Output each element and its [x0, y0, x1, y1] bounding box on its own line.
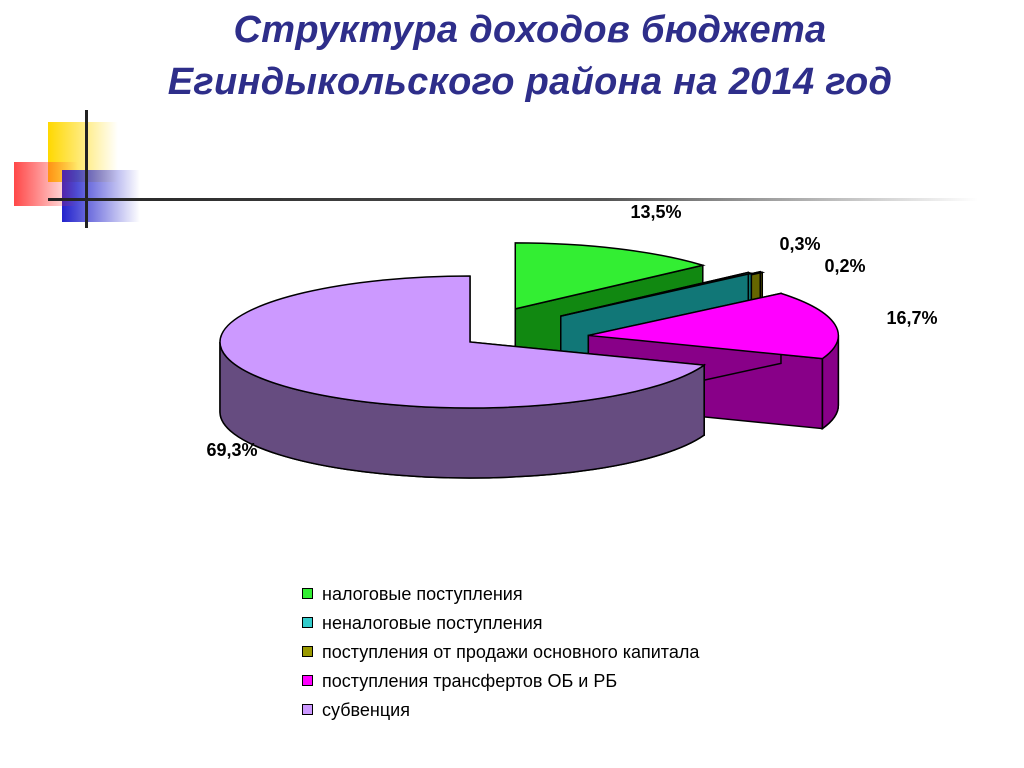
- legend-label-transfers: поступления трансфертов ОБ и РБ: [322, 671, 618, 691]
- legend-swatch-tax: [302, 588, 313, 599]
- slice-label-nontax: 0,3%: [779, 234, 820, 254]
- deco-vertical-line: [85, 110, 88, 228]
- deco-horizontal-line: [48, 198, 978, 201]
- legend-label-capital-sales: поступления от продажи основного капитал…: [322, 642, 700, 662]
- title-line-2: Егиндыкольского района на 2014 год: [167, 61, 893, 103]
- legend-swatch-transfers: [302, 675, 313, 686]
- legend-label-nontax: неналоговые поступления: [322, 613, 543, 633]
- legend-label-tax: налоговые поступления: [322, 584, 523, 604]
- slide-title: Структура доходов бюджета Егиндыкольског…: [60, 4, 1000, 108]
- pie-slice-subvention: [219, 275, 707, 479]
- decorative-squares: [14, 110, 978, 228]
- legend-swatch-nontax: [302, 617, 313, 628]
- title-line-1: Структура доходов бюджета: [233, 9, 827, 51]
- slice-label-transfers: 16,7%: [886, 308, 937, 328]
- pie-chart: 13,5% 0,3%0,2% 16,7% 69,3%: [206, 202, 938, 479]
- legend-swatch-capital-sales: [302, 646, 313, 657]
- chart-legend: налоговые поступления неналоговые поступл…: [290, 576, 800, 726]
- slice-label-tax: 13,5%: [630, 202, 681, 222]
- slice-label-subvention: 69,3%: [206, 440, 257, 460]
- legend-label-subvention: субвенция: [322, 700, 410, 720]
- slice-label-capital-sales: 0,2%: [824, 256, 865, 276]
- legend-swatch-subvention: [302, 704, 313, 715]
